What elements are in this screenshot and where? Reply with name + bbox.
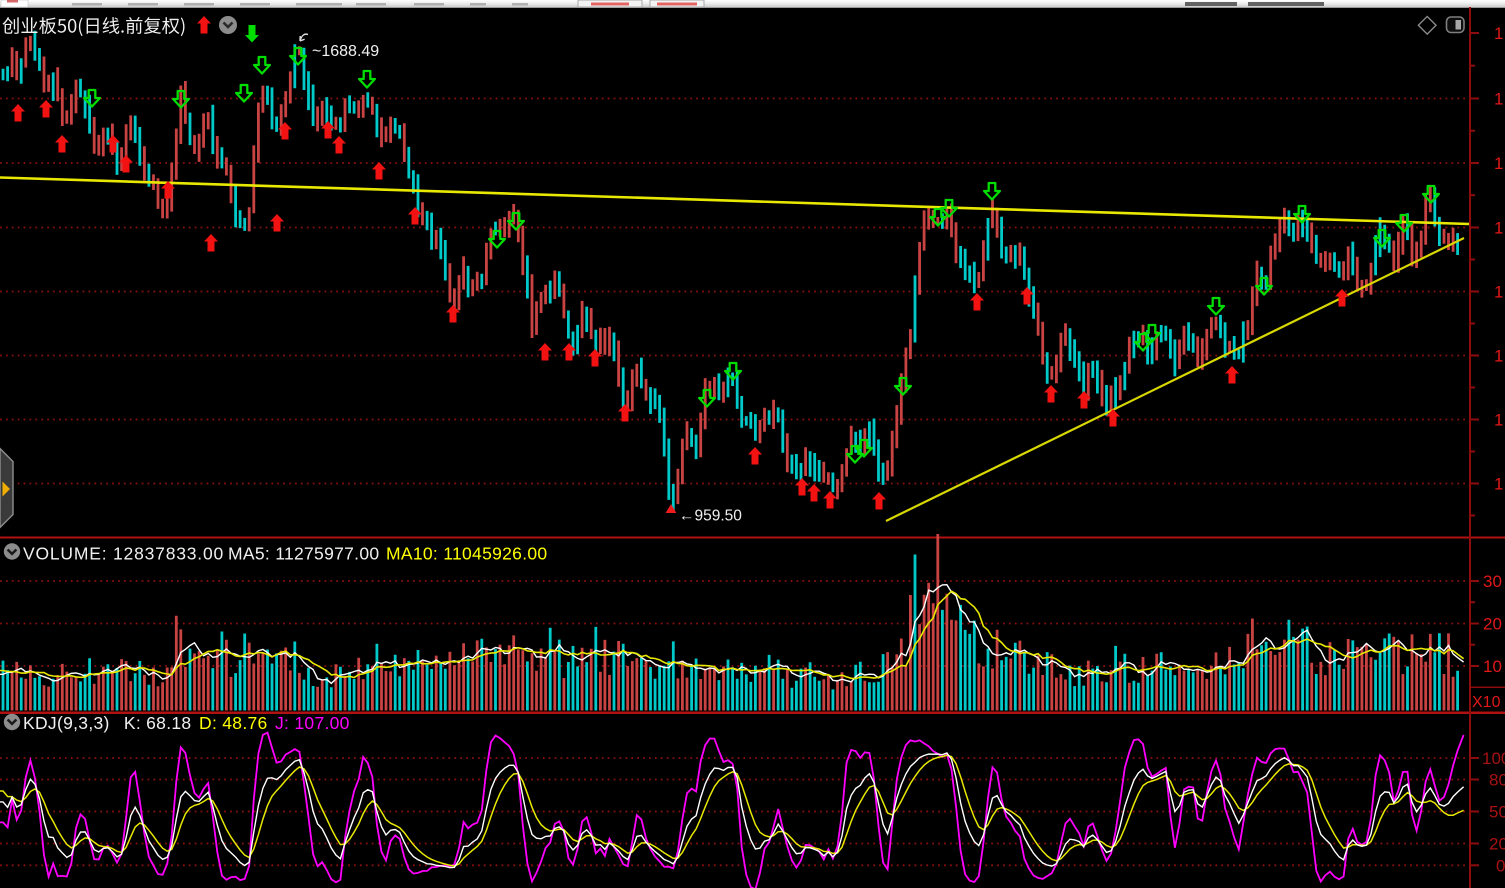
svg-text:1: 1: [1494, 219, 1503, 238]
svg-text:0: 0: [1496, 856, 1505, 875]
svg-text:10: 10: [1483, 657, 1502, 676]
svg-text:20: 20: [1483, 615, 1502, 634]
svg-text:1: 1: [1494, 411, 1503, 430]
svg-text:20: 20: [1489, 835, 1505, 854]
svg-text:1: 1: [1494, 283, 1503, 302]
svg-text:1: 1: [1494, 475, 1503, 494]
svg-text:1: 1: [1494, 90, 1503, 109]
svg-text:1: 1: [1494, 154, 1503, 173]
svg-text:MA10: 11045926.00: MA10: 11045926.00: [386, 544, 547, 564]
svg-text:MA5: 11275977.00: MA5: 11275977.00: [228, 544, 379, 564]
svg-text:X10: X10: [1472, 694, 1501, 711]
svg-text:J: 107.00: J: 107.00: [275, 713, 350, 733]
svg-text:50: 50: [1489, 803, 1505, 822]
svg-text:←959.50: ←959.50: [679, 508, 742, 525]
svg-text:KDJ(9,3,3) K: 68.18: KDJ(9,3,3) K: 68.18: [23, 713, 191, 733]
svg-text:1: 1: [1494, 347, 1503, 366]
svg-text:1: 1: [1494, 24, 1503, 43]
svg-text:80: 80: [1489, 771, 1505, 790]
svg-text:30: 30: [1483, 572, 1502, 591]
svg-text:~1688.49: ~1688.49: [312, 43, 379, 60]
svg-text:VOLUME: 12837833.00: VOLUME: 12837833.00: [23, 544, 224, 564]
svg-text:D: 48.76: D: 48.76: [199, 713, 268, 733]
svg-text:100: 100: [1482, 749, 1505, 768]
